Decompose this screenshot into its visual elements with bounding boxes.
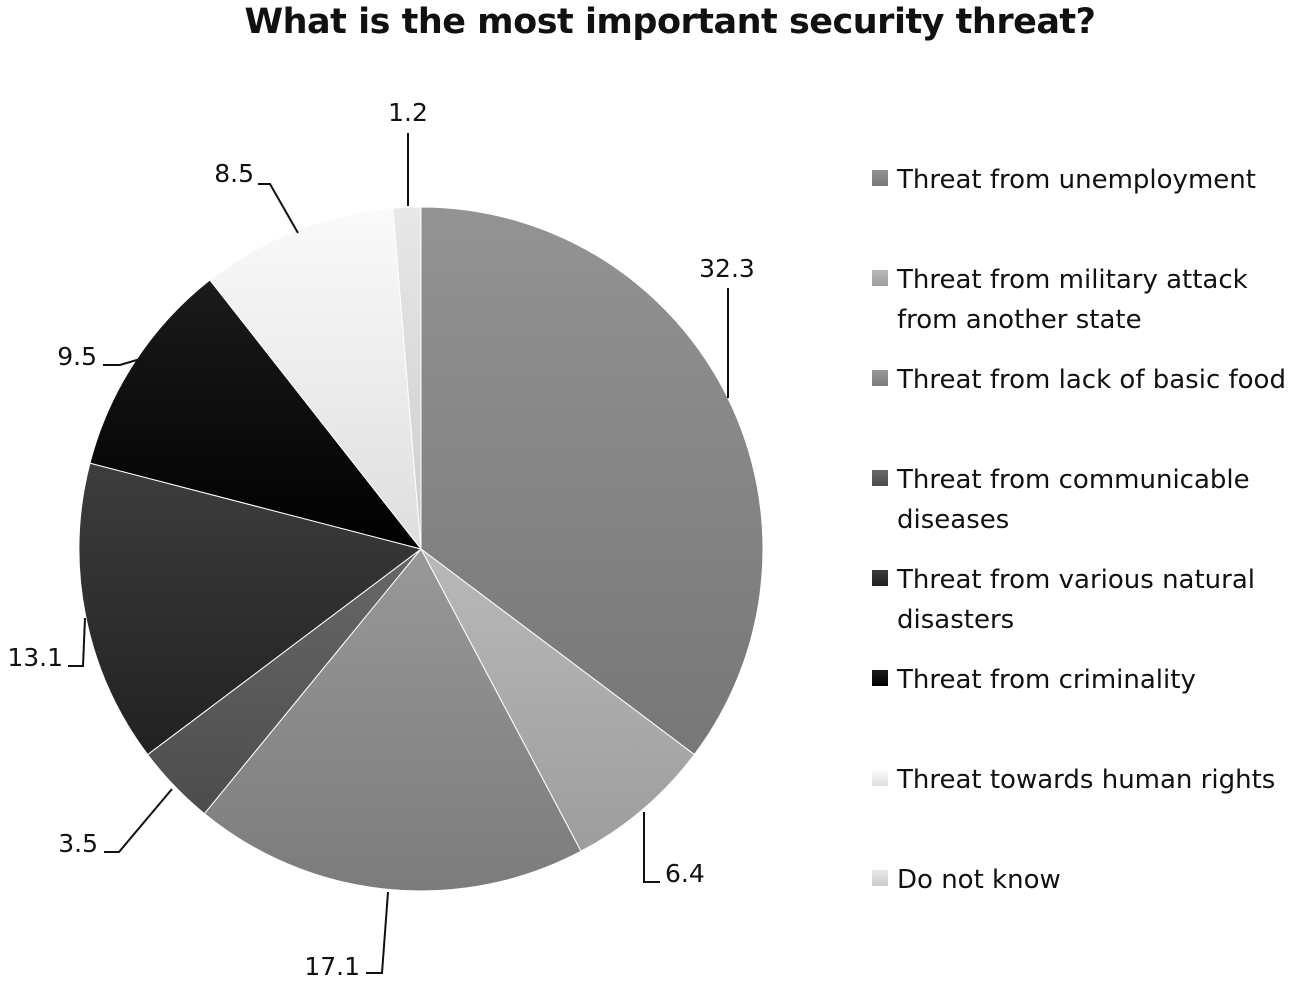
legend-swatch bbox=[872, 370, 888, 386]
leader-line-2 bbox=[643, 812, 660, 883]
legend-swatch bbox=[872, 170, 888, 186]
pie-slice-2 bbox=[420, 548, 696, 852]
legend-item-2: Threat from military attack from another… bbox=[872, 260, 1248, 340]
legend-label: Threat from criminality bbox=[897, 665, 1196, 695]
leader-line-7 bbox=[258, 183, 299, 234]
legend-label: Threat towards human rights bbox=[897, 765, 1276, 795]
data-label-7: 8.5 bbox=[214, 159, 254, 188]
pie-slice-8 bbox=[392, 206, 422, 550]
data-label-3: 17.1 bbox=[304, 952, 360, 981]
legend-item-7: Threat towards human rights bbox=[872, 760, 1275, 800]
legend-item-1: Threat from unemployment bbox=[872, 160, 1256, 200]
leader-line-5 bbox=[68, 617, 86, 667]
data-label-8: 1.2 bbox=[388, 98, 428, 127]
legend-item-8: Do not know bbox=[872, 860, 1061, 900]
legend-swatch bbox=[872, 270, 888, 286]
legend: Threat from unemployment Threat from mili… bbox=[872, 0, 1300, 984]
legend-label: Threat from communicable diseases bbox=[897, 465, 1250, 535]
legend-swatch bbox=[872, 770, 888, 786]
leader-line-6 bbox=[103, 352, 161, 366]
legend-label: Do not know bbox=[897, 865, 1061, 895]
label-leader-lines bbox=[68, 133, 729, 974]
legend-label: Threat from lack of basic food bbox=[897, 365, 1286, 395]
legend-item-6: Threat from criminality bbox=[872, 660, 1196, 700]
data-label-6: 9.5 bbox=[57, 342, 97, 371]
data-label-2: 6.4 bbox=[665, 859, 705, 888]
legend-item-5: Threat from various natural disasters bbox=[872, 560, 1255, 640]
pie-slice-6 bbox=[89, 279, 423, 550]
legend-label: Threat from various natural disasters bbox=[897, 565, 1255, 635]
pie-slice-3 bbox=[203, 548, 582, 892]
legend-swatch bbox=[872, 470, 888, 486]
legend-swatch bbox=[872, 870, 888, 886]
data-labels: 32.3 6.4 17.1 3.5 13.1 9.5 8.5 1.2 bbox=[7, 98, 755, 981]
data-label-1: 32.3 bbox=[699, 254, 755, 283]
pie-slices bbox=[78, 206, 764, 892]
legend-item-3: Threat from lack of basic food bbox=[872, 360, 1286, 400]
leader-line-3 bbox=[366, 891, 389, 974]
chart-title: What is the most important security thre… bbox=[244, 2, 1096, 42]
legend-label: Threat from unemployment bbox=[897, 165, 1256, 195]
legend-label: Threat from military attack from another… bbox=[897, 265, 1248, 335]
pie-slice-5 bbox=[78, 462, 423, 756]
data-label-4: 3.5 bbox=[58, 829, 98, 858]
pie-slice-1 bbox=[420, 206, 764, 756]
legend-swatch bbox=[872, 570, 888, 586]
legend-swatch bbox=[872, 670, 888, 686]
data-label-5: 13.1 bbox=[7, 643, 63, 672]
leader-line-4 bbox=[104, 788, 173, 853]
legend-item-4: Threat from communicable diseases bbox=[872, 460, 1250, 540]
